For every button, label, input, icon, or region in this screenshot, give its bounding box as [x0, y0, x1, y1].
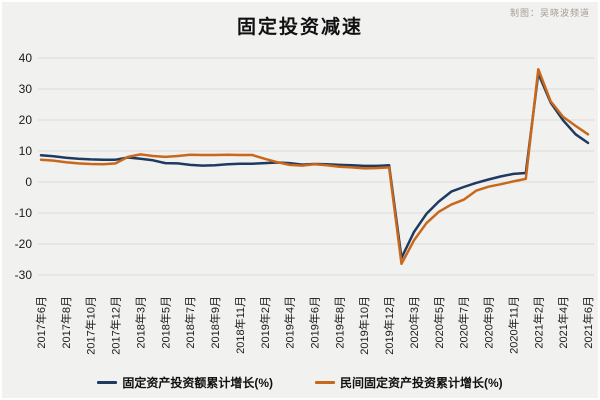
- y-axis-label: 0: [25, 175, 32, 189]
- x-axis-label: 2019年12月: [382, 296, 396, 355]
- x-axis-label: 2017年6月: [34, 296, 48, 349]
- x-axis-label: 2020年7月: [457, 296, 471, 349]
- credit-text: 制图：吴晓波频道: [509, 8, 590, 18]
- x-axis-label: 2021年4月: [556, 296, 570, 349]
- x-axis-label: 2017年10月: [84, 296, 98, 355]
- y-axis-label: 40: [19, 51, 33, 65]
- x-axis-label: 2017年12月: [109, 296, 123, 355]
- y-axis-label: 10: [19, 144, 33, 158]
- y-axis-label: 30: [19, 82, 33, 96]
- x-axis-label: 2020年9月: [482, 296, 496, 349]
- x-axis-label: 2019年6月: [308, 296, 322, 349]
- y-axis-label: -30: [15, 268, 33, 282]
- series-line-private: [39, 67, 590, 266]
- x-axis-label: 2018年11月: [233, 296, 247, 354]
- x-axis-label: 2021年6月: [581, 296, 595, 349]
- x-axis-label: 2018年3月: [133, 296, 147, 349]
- x-axis-label: 2018年5月: [158, 296, 172, 349]
- x-axis-label: 2019年2月: [258, 296, 272, 349]
- x-axis-label: 2021年2月: [531, 296, 545, 349]
- series-line-fai: [39, 72, 590, 260]
- legend-line-swatch-navy: [97, 381, 118, 384]
- x-axis-label: 2017年8月: [59, 296, 73, 349]
- legend-line-swatch-orange: [315, 381, 335, 384]
- x-axis-label: 2020年5月: [432, 296, 446, 349]
- legend-item-private: 民间固定资产投资累计增长(%): [315, 374, 503, 391]
- x-axis-label: 2020年11月: [506, 296, 520, 354]
- x-axis-label: 2018年7月: [183, 296, 197, 349]
- x-axis-label: 2018年9月: [208, 296, 222, 349]
- x-axis-label: 2020年3月: [407, 296, 421, 349]
- chart-title: 固定投资减速: [236, 17, 363, 38]
- legend-label-private: 民间固定资产投资累计增长(%): [340, 376, 503, 390]
- legend: 固定资产投资额累计增长(%) 民间固定资产投资累计增长(%): [2, 374, 598, 391]
- y-axis-label: 20: [19, 113, 33, 127]
- y-axis-label: -10: [15, 206, 33, 220]
- legend-item-fai: 固定资产投资额累计增长(%): [97, 374, 273, 391]
- x-axis-label: 2019年4月: [283, 296, 297, 349]
- x-axis-label: 2019年8月: [332, 296, 346, 349]
- y-axis-label: -20: [15, 237, 33, 251]
- x-axis-label: 2019年10月: [357, 296, 371, 355]
- legend-label-fai: 固定资产投资额累计增长(%): [122, 376, 273, 390]
